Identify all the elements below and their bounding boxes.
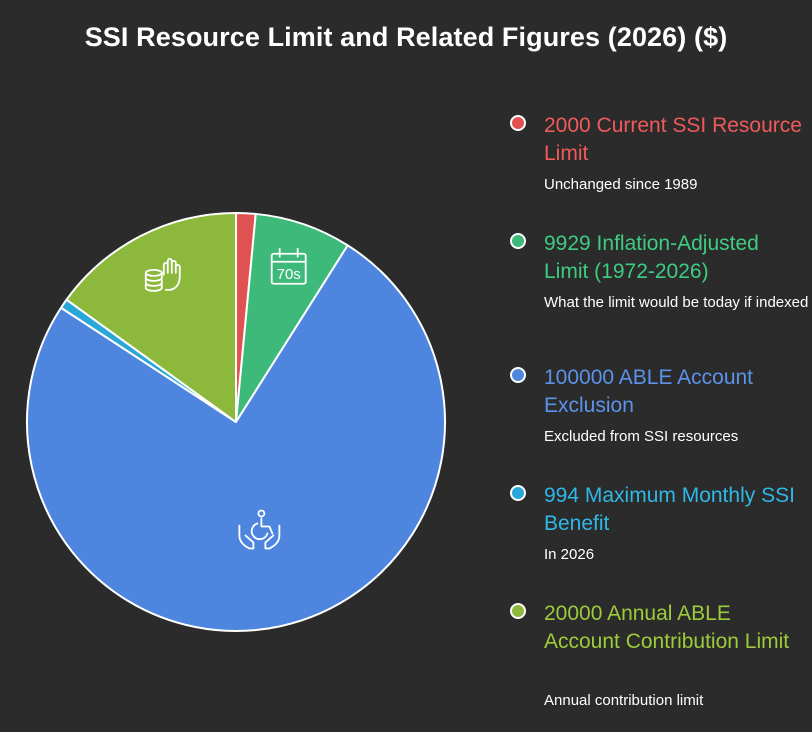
- legend-marker: [510, 233, 526, 249]
- legend-marker: [510, 485, 526, 501]
- calendar-icon-text: 70s: [277, 266, 301, 283]
- pie-slice-4: [65, 212, 237, 423]
- legend-marker: [510, 603, 526, 619]
- legend-label: 9929 Inflation-Adjusted Limit (1972-2026…: [544, 232, 759, 283]
- legend-description: Excluded from SSI resources: [544, 428, 739, 445]
- legend-marker: [510, 367, 526, 383]
- legend-label: 20000 Annual ABLE Account Contribution L…: [544, 602, 790, 653]
- calendar-70s-icon: 70s: [270, 247, 307, 285]
- disability-care-hands-icon: [238, 509, 281, 550]
- legend-description: In 2026: [544, 546, 595, 563]
- legend-description: Unchanged since 1989: [544, 176, 698, 193]
- legend-description: What the limit would be today if indexed: [544, 294, 809, 311]
- chart-title: SSI Resource Limit and Related Figures (…: [84, 22, 728, 52]
- pie-slice-1: [235, 212, 349, 423]
- legend-description: Annual contribution limit: [544, 692, 704, 709]
- legend-label: 100000 ABLE Account Exclusion: [544, 366, 754, 417]
- legend-label: 994 Maximum Monthly SSI Benefit: [544, 484, 795, 535]
- pie-slice-2: [26, 244, 446, 632]
- legend-label: 2000 Current SSI Resource Limit: [544, 114, 802, 165]
- legend-marker: [510, 115, 526, 131]
- coins-hand-icon: [144, 258, 181, 292]
